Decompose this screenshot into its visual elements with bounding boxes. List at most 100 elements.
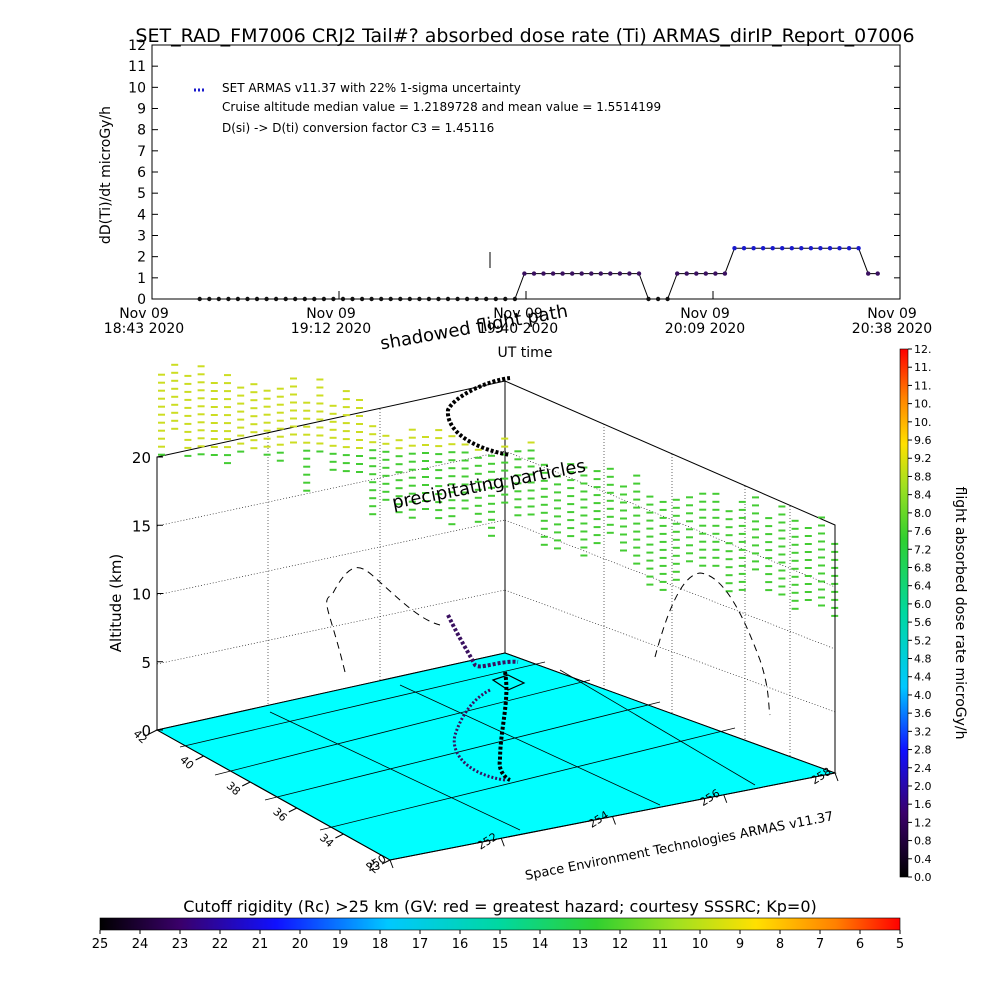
series-line [199, 247, 878, 300]
series-point [570, 271, 575, 276]
x-tick-date: Nov 09 [867, 306, 917, 322]
cutoff-tick-label: 5 [896, 937, 904, 952]
latitude-tick-label: 38 [224, 779, 243, 798]
series-point [846, 246, 852, 251]
cutoff-tick-label: 7 [816, 937, 824, 952]
latitude-tick [335, 833, 344, 839]
colorbar-tick-label: 0.0 [914, 871, 932, 884]
series-point [493, 296, 498, 302]
colorbar-tick-label: 7.2 [914, 543, 932, 556]
flight-path-shadow-left [326, 567, 441, 673]
altitude-tick-label: 5 [141, 654, 151, 672]
series-point [866, 271, 871, 276]
series-point [589, 271, 594, 276]
cutoff-tick-label: 13 [572, 937, 589, 952]
longitude-tick [723, 794, 728, 803]
colorbar-tick-label: 10. [914, 398, 932, 411]
longitude-tick [500, 838, 505, 847]
legend-line-conversion: D(si) -> D(ti) conversion factor C3 = 1.… [222, 121, 494, 135]
series-point [760, 246, 766, 251]
y-tick-label: 7 [137, 144, 146, 160]
altitude-axis: 0 5 10 15 20 [132, 449, 163, 740]
cutoff-tick-label: 20 [292, 937, 309, 952]
series-point [398, 296, 403, 302]
series-point [617, 271, 623, 276]
colorbar-tick-label: 9.2 [914, 452, 932, 465]
series-point [245, 296, 250, 302]
series-point [560, 271, 565, 276]
front-edge-left [156, 729, 391, 861]
series-point [541, 271, 546, 276]
x-tick-date: Nov 09 [493, 306, 543, 322]
series-point [216, 296, 221, 302]
y-tick-label: 10 [128, 80, 146, 96]
series-point [684, 271, 689, 276]
x-tick-time: 20:09 2020 [665, 321, 745, 337]
colorbar-tick-label: 2.0 [914, 780, 932, 793]
legend-line-median: Cruise altitude median value = 1.2189728… [222, 100, 661, 114]
series-point [340, 296, 346, 302]
latitude-tick-label: 34 [317, 831, 336, 850]
series-point [359, 296, 365, 302]
colorbar-tick-label: 8.4 [914, 489, 932, 502]
dose-colorbar-ticks: 0.0 0.4 0.8 1.2 1.6 2.0 2.4 2.8 3.2 3.6 4.0 4.4 4.8 5… [908, 343, 932, 884]
series-point [665, 296, 670, 302]
y-tick-label: 5 [137, 186, 146, 202]
cutoff-tick-label: 16 [452, 937, 469, 952]
flight-path-ground-shadow [452, 688, 506, 782]
dose-colorbar-label: flight absorbed dose rate microGy/h [952, 487, 968, 740]
series-point [799, 246, 804, 251]
series-point [379, 296, 384, 302]
x-tick-date: Nov 09 [680, 306, 730, 322]
series-point [722, 271, 728, 276]
series-point [818, 246, 823, 251]
airport-marker [491, 674, 526, 691]
series-point [350, 296, 355, 302]
timeseries-x-label: UT time [498, 345, 553, 361]
latitude-tick [381, 859, 391, 865]
series-point [369, 296, 374, 302]
altitude-axis-label: Altitude (km) [107, 554, 125, 652]
y-tick-label: 4 [137, 207, 146, 223]
series-point [197, 296, 202, 302]
colorbar-tick-label: 8.8 [914, 470, 932, 483]
x-tick-time: 20:38 2020 [852, 321, 932, 337]
cutoff-tick-label: 10 [692, 937, 709, 952]
colorbar-tick-label: 2.4 [914, 762, 932, 775]
y-tick-label: 3 [137, 229, 146, 245]
flight-path-ground [497, 671, 511, 782]
x-tick-time: 18:43 2020 [104, 321, 184, 337]
colorbar-tick-label: 5.6 [914, 616, 932, 629]
cutoff-tick-label: 12 [612, 937, 629, 952]
flight-path-descent [446, 614, 519, 669]
colorbar-tick-label: 4.4 [914, 671, 932, 684]
colorbar-tick-label: 12. [914, 343, 932, 356]
series-point [293, 296, 298, 302]
series-point [264, 296, 269, 302]
timeseries-legend: SET ARMAS v11.37 with 22% 1-sigma uncert… [194, 81, 661, 135]
colorbar-tick-label: 5.2 [914, 634, 932, 647]
colorbar-tick-label: 6.8 [914, 561, 932, 574]
cutoff-rigidity-bar [99, 917, 901, 931]
altitude-tick-label: 20 [132, 449, 151, 467]
colorbar-tick-label: 3.6 [914, 707, 932, 720]
y-tick-label: 9 [137, 102, 146, 118]
x-tick-date: Nov 09 [306, 306, 356, 322]
y-tick-label: 0 [137, 292, 146, 308]
series-point [522, 271, 527, 276]
latitude-tick [288, 807, 298, 813]
series-point [856, 246, 861, 251]
series-point [312, 296, 317, 302]
series-point [741, 246, 747, 251]
colorbar-tick-label: 7.6 [914, 525, 932, 538]
series-point [703, 271, 708, 276]
colorbar-tick-label: 0.8 [914, 835, 932, 848]
cutoff-tick-label: 19 [332, 937, 349, 952]
chart-title: SET_RAD_FM7006 CRJ2 Tail#? absorbed dose… [135, 25, 914, 47]
series-point [608, 271, 613, 276]
x-tick-time: 19:12 2020 [291, 321, 371, 337]
cutoff-tick-label: 25 [92, 937, 109, 952]
colorbar-tick-label: 1.6 [914, 798, 932, 811]
